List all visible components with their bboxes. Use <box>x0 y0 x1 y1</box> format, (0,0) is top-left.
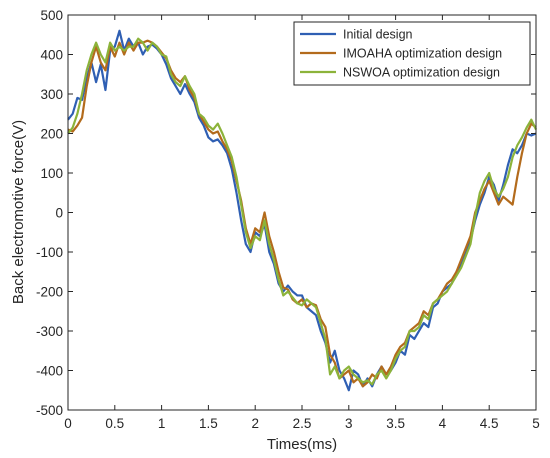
y-tick-label: 300 <box>40 87 63 102</box>
tick-layer: 0 0.5 1 1.5 2 2.5 3 3.5 4 4.5 5 -500 -400 -300 -200 -10… <box>36 8 540 431</box>
x-tick-label: 3.5 <box>386 416 405 431</box>
x-tick-label: 1 <box>158 416 166 431</box>
legend: Initial design IMOAHA optimization desig… <box>293 21 531 86</box>
x-tick-label: 5 <box>532 416 540 431</box>
y-tick-label: -500 <box>36 403 63 418</box>
y-tick-label: -100 <box>36 245 63 260</box>
y-axis-label: Back electromotive force(V) <box>10 120 27 304</box>
y-tick-label: 200 <box>40 127 63 142</box>
x-tick-label: 4 <box>439 416 447 431</box>
y-tick-label: -200 <box>36 285 63 300</box>
y-tick-label: -400 <box>36 364 63 379</box>
legend-label-initial-design: Initial design <box>343 28 413 42</box>
y-tick-label: 100 <box>40 166 63 181</box>
x-tick-label: 0 <box>64 416 72 431</box>
y-tick-label: -300 <box>36 324 63 339</box>
x-tick-label: 0.5 <box>105 416 124 431</box>
x-tick-label: 4.5 <box>480 416 499 431</box>
series-line-imoaha-optimization-design <box>67 39 537 388</box>
y-tick-label: 0 <box>55 206 63 221</box>
x-tick-label: 2 <box>251 416 259 431</box>
x-tick-label: 1.5 <box>199 416 218 431</box>
series-line-nswoa-optimization-design <box>67 37 537 386</box>
y-tick-label: 400 <box>40 48 63 63</box>
x-tick-label: 3 <box>345 416 353 431</box>
legend-label-nswoa-optimization-design: NSWOA optimization design <box>343 66 500 80</box>
y-tick-label: 500 <box>40 8 63 23</box>
legend-label-imoaha-optimization-design: IMOAHA optimization design <box>343 47 502 61</box>
x-axis-label: Times(ms) <box>267 436 337 453</box>
series-layer <box>67 29 537 392</box>
x-tick-label: 2.5 <box>293 416 312 431</box>
